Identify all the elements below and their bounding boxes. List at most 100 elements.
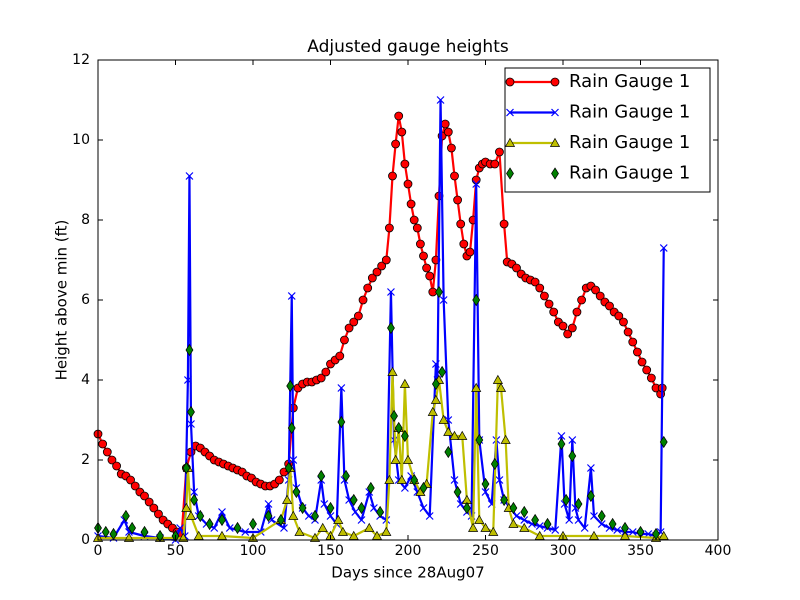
marker xyxy=(344,323,354,333)
marker xyxy=(535,283,545,293)
marker xyxy=(185,510,197,520)
marker xyxy=(112,461,121,471)
marker xyxy=(512,263,521,273)
y-tick-label: 12 xyxy=(72,52,90,68)
marker xyxy=(551,526,560,534)
marker xyxy=(402,454,414,464)
marker xyxy=(500,434,511,444)
x-tick-label: 100 xyxy=(240,543,267,559)
marker xyxy=(505,77,515,87)
marker xyxy=(419,481,428,495)
marker xyxy=(367,273,377,283)
marker xyxy=(410,473,419,487)
x-tick-label: 250 xyxy=(472,543,499,559)
legend-box xyxy=(504,67,711,193)
marker xyxy=(140,525,149,539)
marker xyxy=(567,323,577,333)
marker xyxy=(342,469,350,483)
marker xyxy=(400,484,409,492)
marker xyxy=(586,464,595,472)
marker xyxy=(500,493,509,507)
marker xyxy=(614,311,624,321)
marker xyxy=(435,285,443,299)
marker xyxy=(381,255,391,265)
legend-label: Rain Gauge 1 xyxy=(569,163,690,184)
marker xyxy=(369,504,378,512)
marker xyxy=(633,347,642,357)
marker xyxy=(549,137,561,147)
marker xyxy=(481,488,490,496)
marker xyxy=(449,430,460,440)
marker xyxy=(316,373,326,383)
marker xyxy=(241,528,250,536)
marker xyxy=(568,449,577,463)
marker xyxy=(140,491,149,501)
x-tick-label: 0 xyxy=(94,543,103,559)
marker xyxy=(185,343,194,357)
marker xyxy=(430,394,441,404)
marker xyxy=(326,501,335,515)
marker xyxy=(499,219,509,229)
marker xyxy=(605,301,614,311)
marker xyxy=(107,455,117,465)
marker xyxy=(540,291,549,301)
marker xyxy=(519,522,530,532)
marker xyxy=(446,143,456,153)
marker xyxy=(287,292,296,300)
marker xyxy=(557,432,566,440)
marker xyxy=(205,517,214,531)
marker xyxy=(320,500,329,508)
y-tick-label: 2 xyxy=(81,452,90,468)
marker xyxy=(495,147,504,157)
marker xyxy=(474,514,485,524)
x-tick-label: 400 xyxy=(705,543,732,559)
marker xyxy=(190,493,199,507)
legend-label: Rain Gauge 1 xyxy=(569,132,690,153)
marker xyxy=(438,365,447,379)
marker xyxy=(549,307,559,317)
marker xyxy=(154,509,163,519)
marker xyxy=(520,516,529,524)
marker xyxy=(488,526,499,536)
marker xyxy=(406,199,416,209)
marker xyxy=(551,167,559,180)
marker xyxy=(264,509,273,523)
marker xyxy=(659,244,668,252)
marker xyxy=(284,461,293,475)
marker xyxy=(621,521,629,535)
marker xyxy=(530,277,540,287)
marker xyxy=(287,421,296,435)
x-tick-label: 350 xyxy=(627,543,654,559)
legend-label: Rain Gauge 1 xyxy=(569,102,690,123)
marker xyxy=(376,505,385,519)
y-tick-label: 8 xyxy=(81,212,90,228)
marker xyxy=(572,307,582,317)
marker xyxy=(450,476,459,484)
marker xyxy=(531,513,540,527)
marker xyxy=(544,299,554,309)
marker xyxy=(480,522,491,532)
marker xyxy=(508,518,519,528)
marker xyxy=(121,509,130,523)
marker xyxy=(438,414,449,424)
marker xyxy=(102,447,112,457)
marker xyxy=(608,517,617,531)
marker xyxy=(384,223,394,233)
marker xyxy=(292,485,301,499)
marker xyxy=(190,488,199,496)
marker xyxy=(181,502,192,512)
marker xyxy=(628,337,638,347)
marker xyxy=(543,517,552,531)
marker xyxy=(340,335,349,345)
marker xyxy=(317,469,326,483)
marker xyxy=(366,481,375,495)
marker xyxy=(149,503,159,513)
marker xyxy=(335,351,345,361)
marker xyxy=(130,481,140,491)
marker xyxy=(563,329,573,339)
marker xyxy=(280,524,288,532)
marker xyxy=(387,321,395,335)
marker xyxy=(450,171,459,181)
marker xyxy=(550,77,560,87)
marker xyxy=(459,239,469,249)
